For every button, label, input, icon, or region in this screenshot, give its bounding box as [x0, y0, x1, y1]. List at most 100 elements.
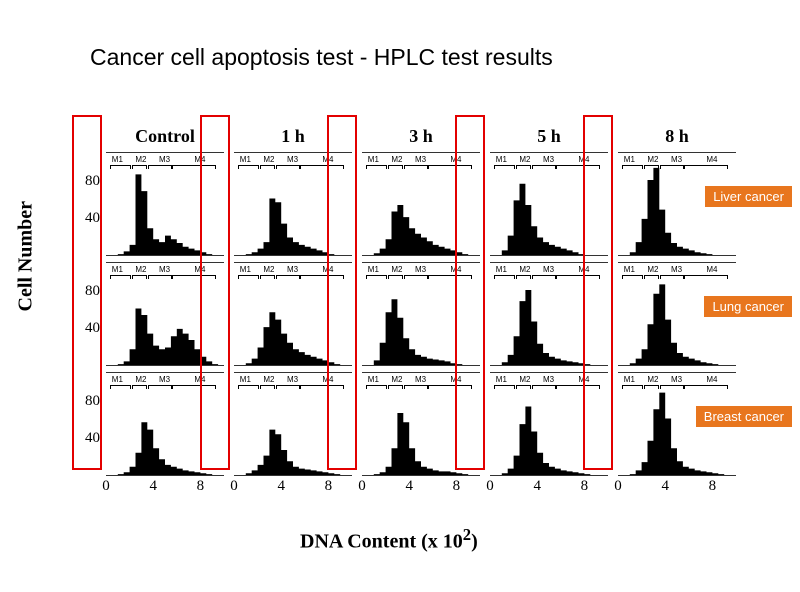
gate-label: M3: [415, 375, 426, 384]
gate-tick: [556, 275, 557, 279]
gate-tick: [684, 165, 685, 169]
gate-bracket: [532, 275, 554, 276]
gate-label: M2: [135, 265, 146, 274]
gate-tick: [276, 165, 277, 169]
x-tick-label: 8: [577, 478, 591, 495]
gate-bracket: [238, 275, 258, 276]
gate-tick: [172, 165, 173, 169]
gate-bracket: [260, 165, 274, 166]
gate-label: M4: [706, 155, 717, 164]
gate-bracket: [172, 275, 214, 276]
gate-tick: [428, 165, 429, 169]
gate-tick: [366, 165, 367, 169]
gate-bracket: [388, 385, 402, 386]
gate-label: M1: [368, 375, 379, 384]
gate-label: M3: [415, 155, 426, 164]
gate-bracket: [556, 165, 598, 166]
gate-label: M1: [240, 155, 251, 164]
gate-label: M3: [287, 155, 298, 164]
gate-tick: [642, 385, 643, 389]
gate-bracket: [132, 275, 146, 276]
gate-tick: [658, 385, 659, 389]
gate-tick: [132, 275, 133, 279]
column-header: 8 h: [617, 126, 737, 147]
gate-bracket: [148, 275, 170, 276]
gate-label: M2: [391, 375, 402, 384]
gate-bracket: [404, 385, 426, 386]
gate-label: M3: [415, 265, 426, 274]
gate-tick: [172, 275, 173, 279]
gate-tick: [146, 165, 147, 169]
gate-label: M4: [578, 265, 589, 274]
gate-tick: [727, 275, 728, 279]
gate-label: M4: [450, 375, 461, 384]
gate-bracket: [300, 165, 342, 166]
gate-tick: [599, 165, 600, 169]
x-tick-label: 8: [449, 478, 463, 495]
x-tick-label: 0: [611, 478, 625, 495]
y-tick-label: 80: [74, 393, 100, 410]
gate-label: M2: [391, 155, 402, 164]
gate-tick: [130, 275, 131, 279]
gate-tick: [471, 165, 472, 169]
gate-tick: [274, 165, 275, 169]
gate-tick: [684, 385, 685, 389]
gate-label: M2: [647, 155, 658, 164]
histogram-panel: 4080M1M2M3M4: [106, 262, 224, 365]
gate-bracket: [684, 165, 726, 166]
gate-tick: [599, 385, 600, 389]
gate-label: M2: [135, 155, 146, 164]
gate-bracket: [388, 275, 402, 276]
gate-bracket: [494, 275, 514, 276]
chart-grid: Control1 h3 h5 h8 h 4080M1M2M3M4 M1M2M3M…: [50, 130, 750, 510]
gate-bracket: [260, 385, 274, 386]
histogram-panel: M1M2M3M4: [490, 152, 608, 255]
gate-bracket: [110, 385, 130, 386]
histogram-panel: 048M1M2M3M4: [234, 372, 352, 475]
histogram-panel: M1M2M3M4Liver cancer: [618, 152, 736, 255]
gate-label: M4: [194, 265, 205, 274]
gate-tick: [622, 385, 623, 389]
gate-tick: [258, 385, 259, 389]
gate-tick: [386, 165, 387, 169]
x-tick-label: 4: [274, 478, 288, 495]
gate-tick: [516, 385, 517, 389]
gate-label: M3: [287, 265, 298, 274]
gate-bracket: [366, 165, 386, 166]
gate-tick: [727, 385, 728, 389]
gate-tick: [258, 165, 259, 169]
gate-tick: [215, 165, 216, 169]
gate-bracket: [110, 165, 130, 166]
gate-tick: [274, 385, 275, 389]
gate-label: M2: [519, 375, 530, 384]
gate-tick: [428, 385, 429, 389]
gate-label: M1: [624, 155, 635, 164]
histogram-panel: 4080M1M2M3M4: [106, 152, 224, 255]
gate-tick: [300, 385, 301, 389]
gate-tick: [132, 385, 133, 389]
gate-tick: [274, 275, 275, 279]
gate-bracket: [404, 275, 426, 276]
gate-tick: [402, 165, 403, 169]
gate-bracket: [644, 275, 658, 276]
gate-tick: [146, 385, 147, 389]
gate-tick: [530, 165, 531, 169]
gate-bracket: [428, 385, 470, 386]
gate-tick: [130, 385, 131, 389]
gate-bracket: [172, 165, 214, 166]
gate-bracket: [110, 275, 130, 276]
gate-label: M1: [240, 375, 251, 384]
gate-tick: [366, 385, 367, 389]
gate-tick: [642, 165, 643, 169]
gate-bracket: [494, 385, 514, 386]
gate-bracket: [132, 385, 146, 386]
gate-label: M3: [543, 265, 554, 274]
gate-label: M1: [496, 155, 507, 164]
gate-label: M2: [391, 265, 402, 274]
x-axis-label: DNA Content (x 102): [300, 525, 478, 554]
gate-tick: [260, 275, 261, 279]
gate-bracket: [532, 385, 554, 386]
gate-label: M3: [159, 265, 170, 274]
gate-tick: [300, 165, 301, 169]
gate-tick: [215, 275, 216, 279]
